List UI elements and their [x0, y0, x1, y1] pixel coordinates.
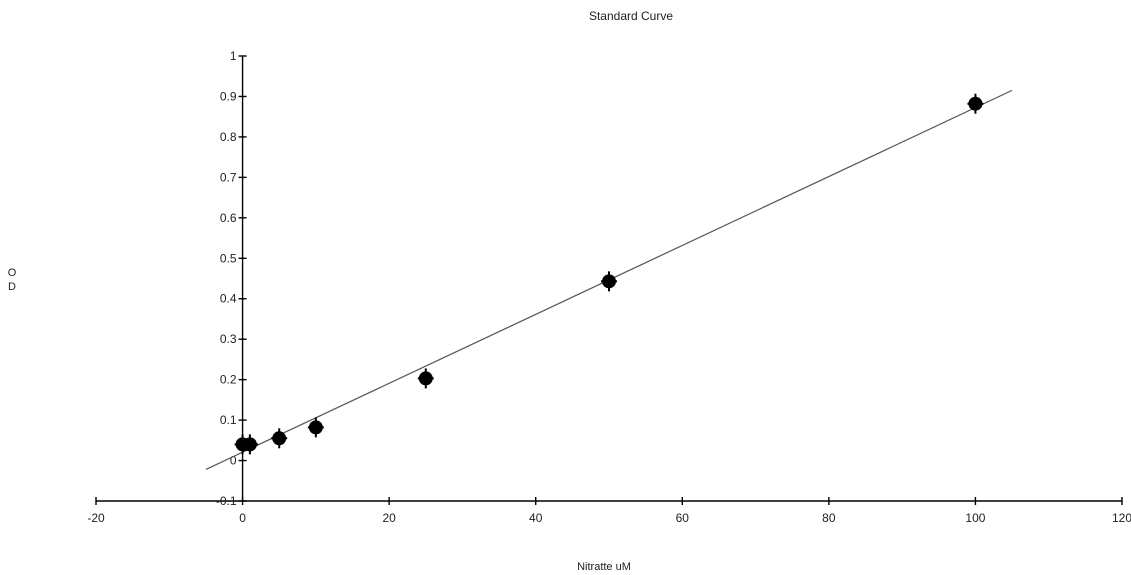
- data-point: [418, 371, 433, 386]
- x-axis-ticks: -20 0 20 40 60 80 100 120: [87, 497, 1131, 525]
- x-tick-label: 0: [239, 511, 246, 525]
- data-point-group: [417, 368, 434, 389]
- x-tick-label: 60: [676, 511, 690, 525]
- data-point-group: [967, 93, 984, 114]
- x-axis-title: Nitratte uM: [577, 561, 631, 573]
- data-point-group: [601, 271, 617, 292]
- x-tick-label: 120: [1112, 511, 1131, 525]
- y-tick-label: 0.8: [220, 130, 237, 144]
- y-axis-title-letter: D: [8, 281, 16, 293]
- chart-title: Standard Curve: [589, 9, 673, 23]
- x-tick-label: 40: [529, 511, 543, 525]
- y-tick-label: 0.6: [220, 211, 237, 225]
- y-tick-label: -0.1: [216, 494, 237, 508]
- y-tick-label: 0.2: [220, 373, 237, 387]
- y-tick-label: 0.5: [220, 251, 237, 265]
- y-tick-label: 0.9: [220, 89, 237, 103]
- axes: [96, 56, 1122, 502]
- data-points: [234, 93, 984, 455]
- y-tick-label: 1: [230, 49, 237, 63]
- data-point: [242, 437, 257, 452]
- data-point-group: [241, 434, 258, 455]
- data-point-group: [271, 428, 288, 449]
- y-tick-label: 0.3: [220, 332, 237, 346]
- x-tick-label: 20: [382, 511, 396, 525]
- data-point: [272, 431, 287, 446]
- y-axis-title-letter: O: [8, 267, 17, 279]
- y-tick-label: 0: [230, 454, 237, 468]
- y-axis-title: OD: [8, 267, 17, 293]
- data-point: [968, 96, 983, 111]
- y-tick-label: 0.7: [220, 170, 237, 184]
- y-tick-label: 0.4: [220, 292, 237, 306]
- x-tick-label: 100: [965, 511, 985, 525]
- x-tick-label: 80: [822, 511, 836, 525]
- y-axis-ticks: -0.1 0 0.1 0.2 0.3 0.4 0.5 0.6 0.7 0.8 0.9 1: [216, 49, 247, 508]
- data-point: [602, 274, 616, 289]
- x-tick-label: -20: [87, 511, 105, 525]
- y-tick-label: 0.1: [220, 413, 237, 427]
- data-point: [308, 420, 323, 435]
- data-point-group: [307, 417, 324, 438]
